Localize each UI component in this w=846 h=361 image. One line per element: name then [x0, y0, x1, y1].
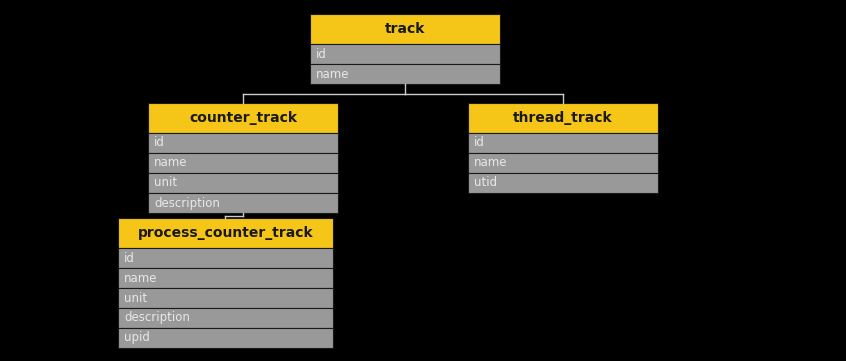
FancyBboxPatch shape [468, 173, 658, 193]
FancyBboxPatch shape [468, 153, 658, 173]
Text: process_counter_track: process_counter_track [138, 226, 313, 240]
FancyBboxPatch shape [310, 64, 500, 84]
FancyBboxPatch shape [148, 173, 338, 193]
Text: id: id [474, 136, 485, 149]
Text: thread_track: thread_track [514, 111, 613, 125]
FancyBboxPatch shape [118, 248, 333, 268]
Text: description: description [154, 196, 220, 209]
FancyBboxPatch shape [118, 328, 333, 348]
FancyBboxPatch shape [148, 193, 338, 213]
Text: utid: utid [474, 177, 497, 190]
Text: name: name [124, 271, 157, 284]
FancyBboxPatch shape [118, 218, 333, 248]
Text: unit: unit [124, 291, 147, 304]
Text: track: track [385, 22, 426, 36]
FancyBboxPatch shape [468, 103, 658, 133]
Text: id: id [316, 48, 327, 61]
FancyBboxPatch shape [118, 308, 333, 328]
Text: unit: unit [154, 177, 177, 190]
FancyBboxPatch shape [148, 103, 338, 133]
FancyBboxPatch shape [468, 133, 658, 153]
Text: id: id [124, 252, 135, 265]
FancyBboxPatch shape [148, 133, 338, 153]
Text: description: description [124, 312, 190, 325]
Text: name: name [474, 157, 508, 170]
Text: name: name [316, 68, 349, 81]
Text: counter_track: counter_track [189, 111, 297, 125]
FancyBboxPatch shape [118, 268, 333, 288]
FancyBboxPatch shape [118, 288, 333, 308]
Text: id: id [154, 136, 165, 149]
FancyBboxPatch shape [148, 153, 338, 173]
FancyBboxPatch shape [310, 44, 500, 64]
FancyBboxPatch shape [310, 14, 500, 44]
Text: name: name [154, 157, 188, 170]
Text: upid: upid [124, 331, 150, 344]
